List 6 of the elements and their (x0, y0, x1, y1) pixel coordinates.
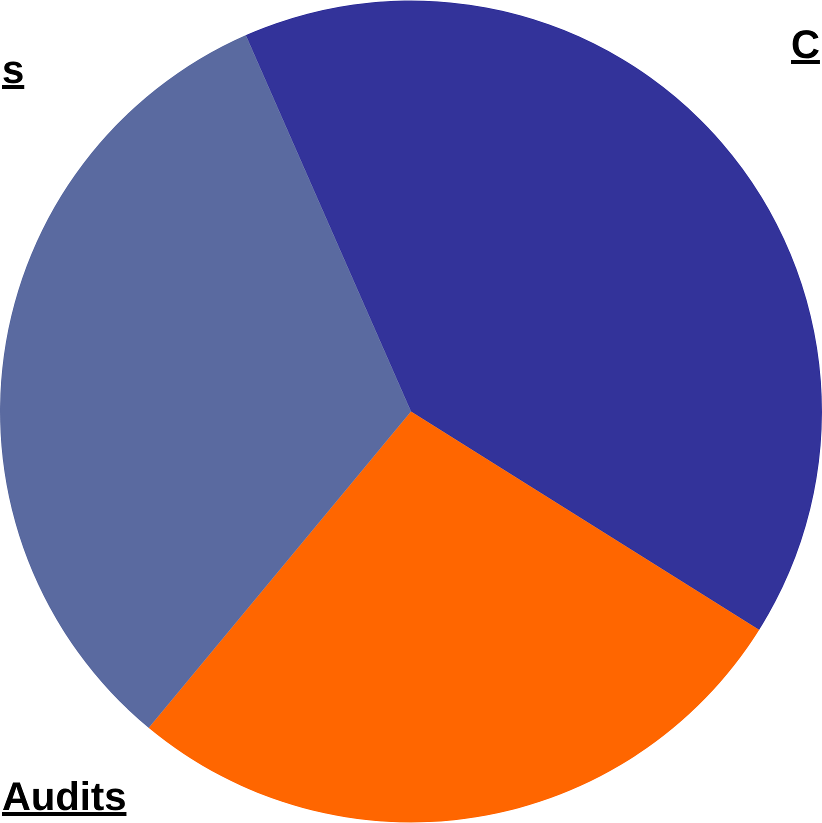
text: C (791, 23, 820, 67)
pie-slice (0, 35, 411, 728)
text: s (2, 48, 24, 92)
pie-slice (148, 412, 760, 822)
text: Audits (2, 775, 126, 819)
pie-slice (246, 0, 822, 630)
